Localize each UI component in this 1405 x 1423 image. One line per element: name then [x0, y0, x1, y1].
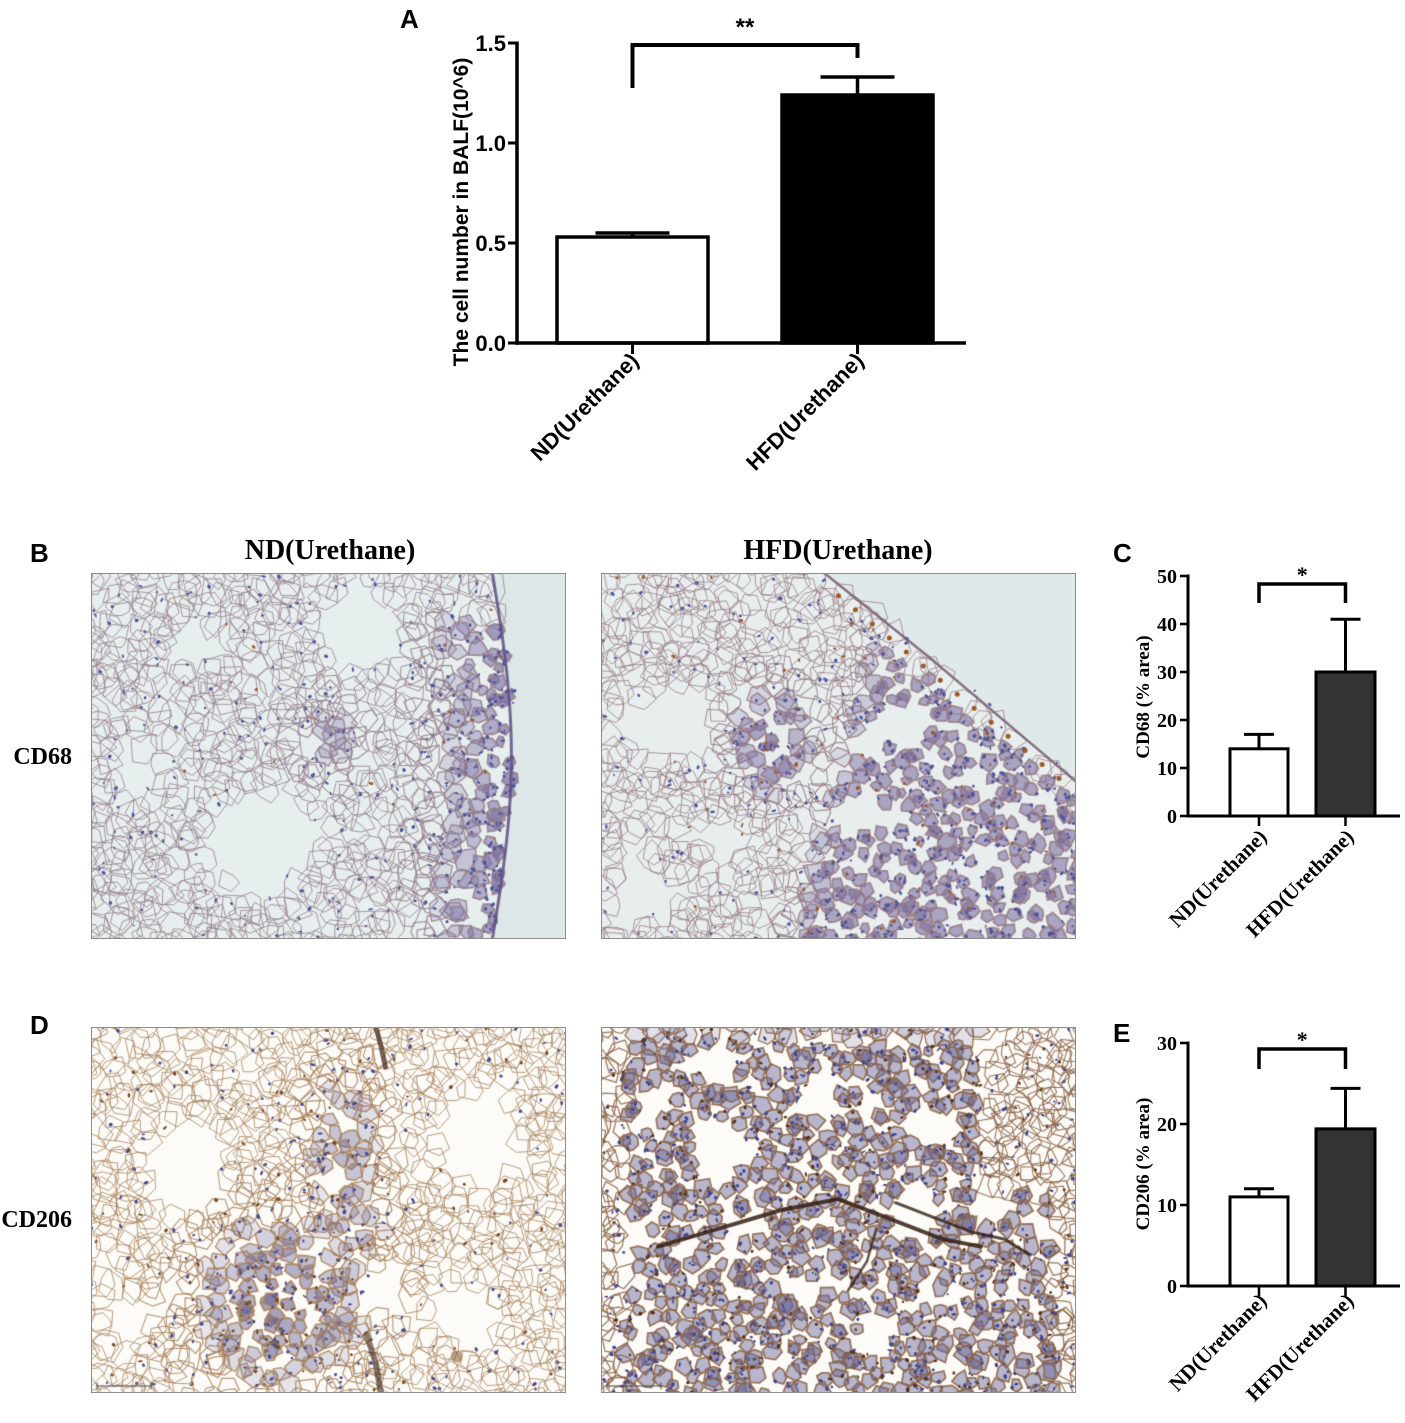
- y-tick-label: 30: [1157, 1033, 1177, 1055]
- y-tick-label: 0: [1167, 806, 1177, 828]
- chart-c: 0 10 20 30 40 50 ND(Urethane)HFD(Urethane) * CD6…: [1133, 562, 1400, 942]
- micrograph-cd68-nd: [91, 573, 566, 939]
- micrograph-cd206-nd: [91, 1027, 566, 1393]
- y-tick-label: 1.0: [475, 131, 506, 156]
- significance-label: *: [1297, 1027, 1308, 1052]
- panel-label-c: C: [1113, 538, 1132, 568]
- x-tick-label: HFD(Urethane): [1241, 1289, 1358, 1406]
- y-axis-label: CD68 (% area): [1133, 635, 1154, 758]
- x-tick-label: HFD(Urethane): [741, 348, 868, 475]
- micrograph-title-hfd: HFD(Urethane): [743, 535, 932, 566]
- bar-nd-urethane-: [1228, 747, 1290, 818]
- y-tick-label: 50: [1157, 566, 1177, 588]
- micrograph-title-nd: ND(Urethane): [245, 535, 416, 566]
- micrograph-cd206-hfd: [601, 1027, 1076, 1393]
- bar-hfd-urethane-: [1314, 670, 1377, 818]
- y-axis-label: The cell number in BALF(10^6): [450, 58, 473, 367]
- panel-label-d: D: [30, 1010, 49, 1040]
- significance-label: **: [736, 14, 755, 41]
- panel-label-e: E: [1113, 1018, 1130, 1048]
- y-tick-label: 20: [1157, 1114, 1177, 1136]
- significance-bracket: [1257, 582, 1348, 603]
- y-tick-label: 30: [1157, 662, 1177, 684]
- bar-nd-urethane-: [1228, 1195, 1290, 1288]
- chart-a: 0.0 0.5 1.0 1.5 ND(Urethane) HFD(Urethane) ** T…: [450, 14, 966, 475]
- chart-e: 0 10 20 30 ND(Urethane)HFD(Urethane) * CD206 (…: [1133, 1027, 1400, 1406]
- bar-hfd-urethane-: [1314, 1127, 1377, 1288]
- y-tick-label: 10: [1157, 758, 1177, 780]
- y-tick-label: 0.0: [475, 331, 506, 356]
- y-tick-label: 10: [1157, 1195, 1177, 1217]
- x-tick-label: ND(Urethane): [526, 348, 644, 466]
- y-axis-label: CD206 (% area): [1133, 1098, 1154, 1231]
- y-tick-label: 20: [1157, 710, 1177, 732]
- y-tick-label: 1.5: [475, 31, 506, 56]
- significance-bracket: [630, 43, 860, 88]
- y-tick-label: 0: [1167, 1276, 1177, 1298]
- micrograph-cd68-hfd: [601, 573, 1076, 939]
- significance-bracket: [1257, 1047, 1348, 1069]
- y-tick-label: 40: [1157, 614, 1177, 636]
- row-label-cd206: CD206: [1, 1207, 72, 1233]
- row-label-cd68: CD68: [13, 744, 72, 770]
- y-tick-label: 0.5: [475, 231, 506, 256]
- panel-label-b: B: [30, 538, 49, 568]
- x-tick-label: ND(Urethane): [1164, 825, 1271, 932]
- bar-nd-urethane-: [555, 235, 710, 345]
- x-tick-label: ND(Urethane): [1164, 1289, 1271, 1396]
- panel-label-a: A: [400, 4, 419, 34]
- bar-hfd-urethane-: [780, 93, 935, 345]
- x-tick-label: HFD(Urethane): [1241, 825, 1358, 942]
- significance-label: *: [1297, 562, 1308, 587]
